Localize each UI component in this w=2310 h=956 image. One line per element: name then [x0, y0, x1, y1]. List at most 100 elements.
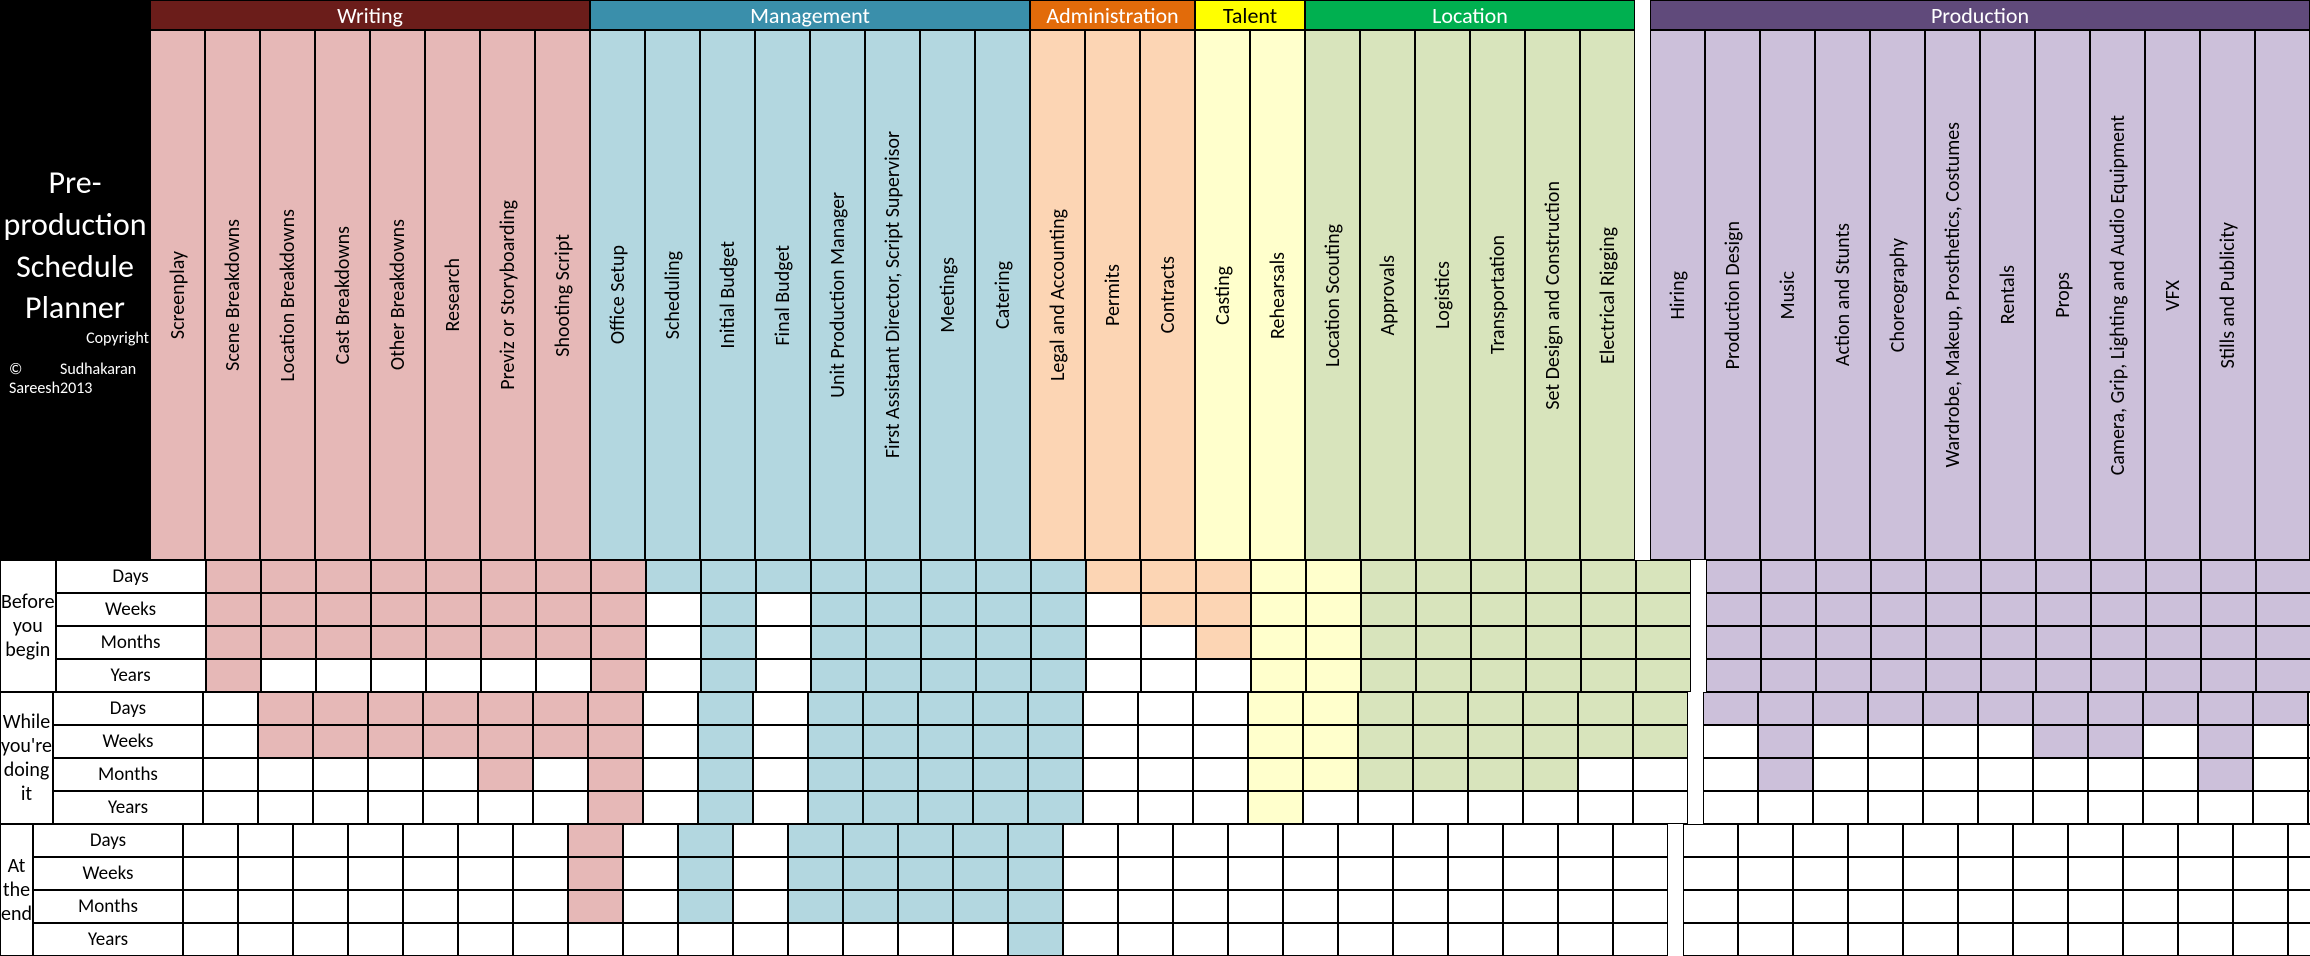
- cell[interactable]: [863, 758, 918, 791]
- cell[interactable]: [2201, 659, 2256, 692]
- cell[interactable]: [1578, 725, 1633, 758]
- cell[interactable]: [2123, 824, 2178, 857]
- cell[interactable]: [2091, 560, 2146, 593]
- cell[interactable]: [1526, 593, 1581, 626]
- cell[interactable]: [536, 626, 591, 659]
- cell[interactable]: [678, 824, 733, 857]
- cell[interactable]: [348, 890, 403, 923]
- cell[interactable]: [863, 692, 918, 725]
- cell[interactable]: [623, 824, 678, 857]
- cell[interactable]: [1193, 791, 1248, 824]
- cell[interactable]: [2068, 890, 2123, 923]
- cell[interactable]: [2253, 758, 2308, 791]
- cell[interactable]: [976, 593, 1031, 626]
- cell[interactable]: [2201, 626, 2256, 659]
- cell[interactable]: [1683, 890, 1738, 923]
- cell[interactable]: [1978, 791, 2033, 824]
- cell[interactable]: [811, 593, 866, 626]
- cell[interactable]: [1503, 923, 1558, 956]
- cell[interactable]: [788, 923, 843, 956]
- cell[interactable]: [1416, 560, 1471, 593]
- cell[interactable]: [2256, 560, 2310, 593]
- cell[interactable]: [1361, 560, 1416, 593]
- cell[interactable]: [1636, 560, 1691, 593]
- cell[interactable]: [1193, 725, 1248, 758]
- cell[interactable]: [2233, 923, 2288, 956]
- cell[interactable]: [1008, 824, 1063, 857]
- cell[interactable]: [1633, 758, 1688, 791]
- cell[interactable]: [898, 857, 953, 890]
- cell[interactable]: [2198, 725, 2253, 758]
- cell[interactable]: [371, 593, 426, 626]
- cell[interactable]: [458, 857, 513, 890]
- cell[interactable]: [918, 725, 973, 758]
- cell[interactable]: [2198, 692, 2253, 725]
- cell[interactable]: [1251, 626, 1306, 659]
- cell[interactable]: [788, 857, 843, 890]
- cell[interactable]: [1196, 626, 1251, 659]
- cell[interactable]: [918, 791, 973, 824]
- cell[interactable]: [533, 758, 588, 791]
- cell[interactable]: [733, 890, 788, 923]
- cell[interactable]: [368, 692, 423, 725]
- cell[interactable]: [1251, 659, 1306, 692]
- cell[interactable]: [203, 791, 258, 824]
- cell[interactable]: [1926, 560, 1981, 593]
- cell[interactable]: [1471, 659, 1526, 692]
- cell[interactable]: [701, 593, 756, 626]
- cell[interactable]: [976, 626, 1031, 659]
- cell[interactable]: [753, 692, 808, 725]
- cell[interactable]: [1031, 659, 1086, 692]
- cell[interactable]: [756, 659, 811, 692]
- cell[interactable]: [313, 791, 368, 824]
- cell[interactable]: [2033, 791, 2088, 824]
- cell[interactable]: [1958, 890, 2013, 923]
- cell[interactable]: [368, 725, 423, 758]
- cell[interactable]: [811, 626, 866, 659]
- cell[interactable]: [1871, 593, 1926, 626]
- cell[interactable]: [623, 890, 678, 923]
- cell[interactable]: [1848, 824, 1903, 857]
- cell[interactable]: [2253, 692, 2308, 725]
- cell[interactable]: [1248, 725, 1303, 758]
- cell[interactable]: [1793, 890, 1848, 923]
- cell[interactable]: [1926, 626, 1981, 659]
- cell[interactable]: [1613, 857, 1668, 890]
- cell[interactable]: [2143, 758, 2198, 791]
- cell[interactable]: [1228, 824, 1283, 857]
- cell[interactable]: [458, 890, 513, 923]
- cell[interactable]: [2256, 593, 2310, 626]
- cell[interactable]: [1251, 560, 1306, 593]
- cell[interactable]: [423, 725, 478, 758]
- cell[interactable]: [753, 758, 808, 791]
- cell[interactable]: [1578, 791, 1633, 824]
- cell[interactable]: [1028, 791, 1083, 824]
- cell[interactable]: [1393, 824, 1448, 857]
- cell[interactable]: [206, 626, 261, 659]
- cell[interactable]: [1138, 692, 1193, 725]
- cell[interactable]: [1283, 890, 1338, 923]
- cell[interactable]: [481, 626, 536, 659]
- cell[interactable]: [1303, 725, 1358, 758]
- cell[interactable]: [1468, 758, 1523, 791]
- cell[interactable]: [478, 758, 533, 791]
- cell[interactable]: [2013, 857, 2068, 890]
- cell[interactable]: [1358, 725, 1413, 758]
- cell[interactable]: [481, 560, 536, 593]
- cell[interactable]: [921, 659, 976, 692]
- cell[interactable]: [698, 725, 753, 758]
- cell[interactable]: [1523, 791, 1578, 824]
- cell[interactable]: [976, 560, 1031, 593]
- cell[interactable]: [1361, 659, 1416, 692]
- cell[interactable]: [1138, 725, 1193, 758]
- cell[interactable]: [2201, 560, 2256, 593]
- cell[interactable]: [2036, 560, 2091, 593]
- cell[interactable]: [1871, 659, 1926, 692]
- cell[interactable]: [1761, 626, 1816, 659]
- cell[interactable]: [316, 560, 371, 593]
- cell[interactable]: [953, 824, 1008, 857]
- cell[interactable]: [371, 626, 426, 659]
- cell[interactable]: [591, 659, 646, 692]
- cell[interactable]: [1118, 890, 1173, 923]
- cell[interactable]: [1978, 692, 2033, 725]
